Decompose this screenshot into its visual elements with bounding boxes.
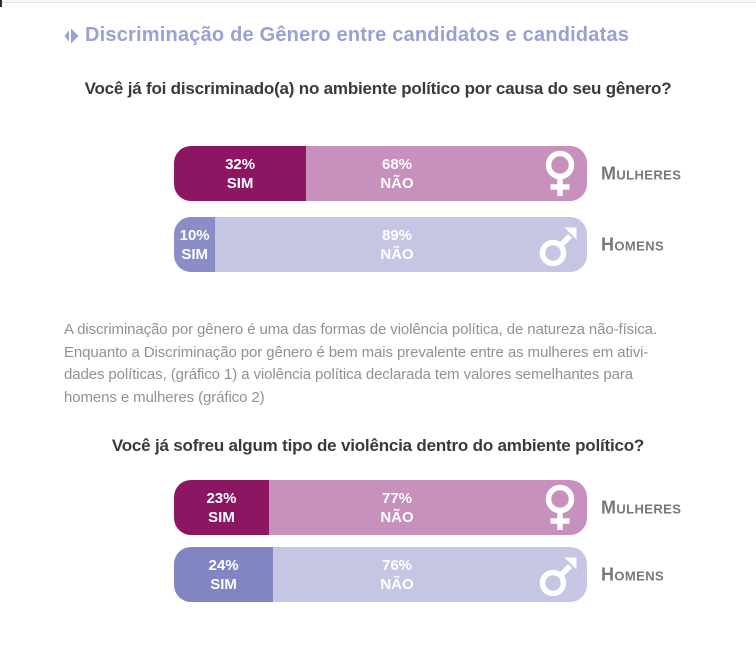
note-line: A discriminação por gênero é uma das for… [64,321,657,338]
bar-segment-sim: 32% SIM [174,146,307,201]
sim-percent: 10% [179,226,210,244]
group-label-mulheres: Mulheres [601,163,682,183]
note-line: Enquanto a Discriminação por gênero é be… [64,343,649,361]
page-header: Discriminação de Gênero entre candidatos… [64,24,629,47]
sim-word: SIM [181,245,208,263]
note-line: dades políticas, (gráfico 1) a violência… [64,366,634,383]
male-icon [539,554,579,596]
stacked-bar-mulheres: 23% SIM 77% NÃO [174,480,587,535]
bar-row-c1-homens: 10% SIM 89% NÃO Homens [174,217,756,272]
group-label-homens: Homens [601,564,665,584]
sim-word: SIM [226,174,254,192]
bar-segment-sim: 24% SIM [174,547,274,602]
nao-label: 89% NÃO [380,226,413,264]
nao-word: NÃO [380,174,414,192]
group-label-homens: Homens [601,234,665,254]
nao-label: 77% NÃO [380,489,413,527]
diamond-bullet-icon [64,28,79,43]
stacked-bar-homens: 10% SIM 89% NÃO [174,217,587,272]
nao-word: NÃO [380,245,414,263]
sim-word: SIM [210,575,237,593]
sim-percent: 24% [208,556,239,574]
corner-artifact [0,0,2,7]
nao-percent: 76% [381,556,413,574]
nao-percent: 89% [381,226,413,244]
bar-segment-nao [273,547,587,602]
male-icon [539,224,579,266]
bar-segment-nao [306,146,587,201]
bar-row-c2-mulheres: 23% SIM 77% NÃO Mulheres [174,480,756,535]
question-1: Você já foi discriminado(a) no ambiente … [84,79,672,98]
bar-row-c1-mulheres: 32% SIM 68% NÃO Mulheres [174,146,756,201]
stacked-bar-homens: 24% SIM 76% NÃO [174,547,587,602]
nao-word: NÃO [380,575,414,593]
nao-percent: 77% [381,489,413,507]
sim-percent: 23% [206,489,237,507]
nao-percent: 68% [381,155,413,173]
nao-word: NÃO [380,508,414,526]
note-line: homens e mulheres (gráfico 2) [64,388,265,406]
nao-label: 68% NÃO [380,155,413,193]
sim-percent: 32% [225,155,256,173]
note-paragraph: A discriminação por gênero é uma das for… [64,319,729,409]
female-icon [543,150,577,197]
top-border-line [0,0,756,3]
female-icon [543,484,577,531]
bar-segment-sim: 10% SIM [174,217,216,272]
bar-segment-nao [268,480,587,535]
question-2: Você já sofreu algum tipo de violência d… [111,436,645,455]
sim-word: SIM [208,508,235,526]
bar-row-c2-homens: 24% SIM 76% NÃO Homens [174,547,756,602]
group-label-mulheres: Mulheres [601,497,682,517]
bar-segment-nao [215,217,587,272]
bar-segment-sim: 23% SIM [174,480,269,535]
nao-label: 76% NÃO [380,556,413,594]
stacked-bar-mulheres: 32% SIM 68% NÃO [174,146,587,201]
page-title: Discriminação de Gênero entre candidatos… [85,24,630,46]
